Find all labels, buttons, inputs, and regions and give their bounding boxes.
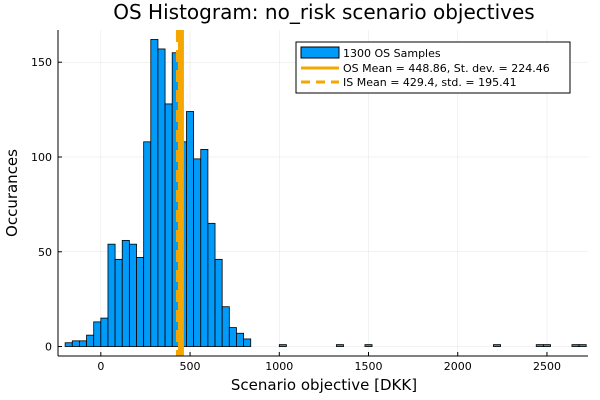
x-tick-label: 2500 — [533, 360, 561, 373]
legend: 1300 OS Samples OS Mean = 448.86, St. de… — [295, 41, 571, 94]
legend-swatch-samples — [300, 46, 340, 59]
histogram-bar — [136, 257, 145, 347]
x-tick-label: 0 — [97, 360, 104, 373]
histogram-bar — [364, 344, 373, 347]
histogram-bar — [335, 344, 344, 347]
histogram-bar — [86, 334, 95, 347]
histogram-bar — [114, 258, 123, 347]
histogram-bar — [121, 239, 130, 347]
histogram-bar — [542, 344, 551, 347]
histogram-bar — [150, 39, 159, 347]
y-tick-label: 100 — [31, 151, 52, 164]
y-tick-label: 0 — [45, 341, 52, 354]
histogram-bar — [93, 321, 102, 347]
histogram-bar — [207, 222, 216, 347]
x-tick-label: 500 — [180, 360, 201, 373]
histogram-bar — [143, 141, 152, 347]
histogram-bar — [493, 344, 501, 347]
legend-label-samples: 1300 OS Samples — [343, 47, 441, 60]
histogram-bar — [193, 158, 202, 347]
x-tick-label: 1500 — [355, 360, 383, 373]
y-axis-title: Occurances — [3, 149, 21, 237]
legend-label-is-mean: IS Mean = 429.4, std. = 195.41 — [343, 76, 517, 89]
histogram-bar — [236, 332, 244, 347]
legend-box — [295, 41, 571, 94]
histogram-bar — [571, 344, 580, 347]
histogram-bar — [157, 48, 166, 347]
x-axis-title: Scenario objective [DKK] — [231, 376, 417, 394]
x-tick-label: 2000 — [444, 360, 472, 373]
histogram-bar — [221, 306, 230, 347]
histogram-bar — [128, 243, 137, 347]
histogram-bar — [200, 149, 209, 347]
histogram-bar — [107, 243, 116, 347]
histogram-bar — [164, 103, 173, 347]
legend-label-os-mean: OS Mean = 448.86, St. dev. = 224.46 — [343, 62, 550, 75]
histogram-bar — [243, 338, 252, 347]
x-tick-label: 1000 — [265, 360, 293, 373]
y-tick-label: 150 — [31, 56, 52, 69]
histogram-bar — [578, 344, 587, 347]
axes — [57, 30, 588, 357]
histogram-bar — [535, 344, 544, 347]
mean-lines — [175, 30, 184, 356]
histogram-bar — [228, 327, 237, 347]
histogram-bar — [79, 340, 87, 347]
tick-labels: 0 500 1000 1500 2000 2500 0 50 100 150 — [31, 56, 561, 373]
histogram-bar — [214, 258, 223, 347]
chart-title: OS Histogram: no_risk scenario objective… — [113, 0, 534, 24]
y-tick-label: 50 — [38, 246, 52, 259]
histogram-bar — [64, 342, 73, 347]
histogram-bar — [100, 317, 109, 347]
histogram-bar — [278, 344, 287, 347]
histogram-bar — [71, 340, 80, 347]
histogram-bar — [186, 111, 195, 347]
